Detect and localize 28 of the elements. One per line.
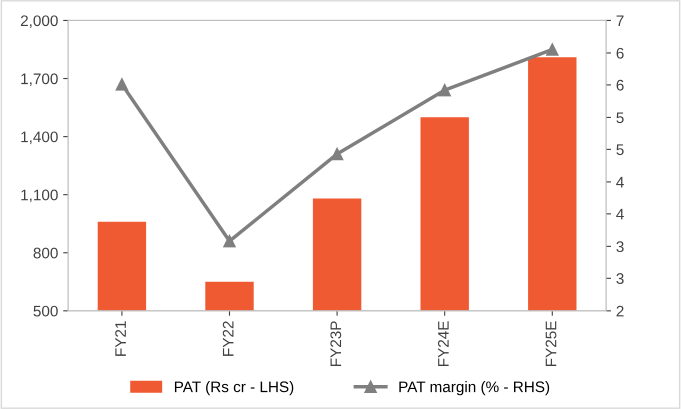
- legend-label: PAT (Rs cr - LHS): [174, 381, 294, 396]
- y2-tick-label: 5: [616, 144, 624, 156]
- y2-tick-label: 6: [616, 48, 624, 59]
- point: [438, 84, 451, 96]
- y-tick-label: 1,400: [21, 131, 58, 144]
- point: [330, 148, 344, 160]
- y2-tick-label: 7: [616, 15, 624, 26]
- y-tick-label: 1,100: [21, 190, 58, 202]
- point: [546, 43, 559, 56]
- x-tick-label: FY25E: [546, 321, 556, 366]
- y-tick-label: 800: [34, 248, 58, 258]
- y2-tick-label: 4: [616, 176, 624, 188]
- point: [116, 78, 128, 91]
- y-tick-label: 2,000: [20, 15, 58, 28]
- x-tick-label: FY24E: [438, 321, 449, 366]
- y2-tick-label: 3: [616, 241, 624, 252]
- y2-tick-label: 3: [616, 273, 624, 284]
- x-tick-label: FY21: [115, 321, 126, 356]
- y2-tick-label: 6: [616, 80, 624, 91]
- x-tick-label: FY22: [222, 321, 234, 356]
- point: [223, 234, 236, 248]
- y2-tick-label: 4: [616, 208, 624, 220]
- y-tick-label: 1,700: [21, 73, 58, 86]
- x-tick-label: FY23P: [330, 321, 342, 366]
- legend-label: PAT margin (% - RHS): [399, 381, 550, 396]
- y2-tick-label: 2: [616, 306, 624, 316]
- y-tick-label: 500: [34, 306, 58, 317]
- y2-tick-label: 5: [616, 112, 624, 124]
